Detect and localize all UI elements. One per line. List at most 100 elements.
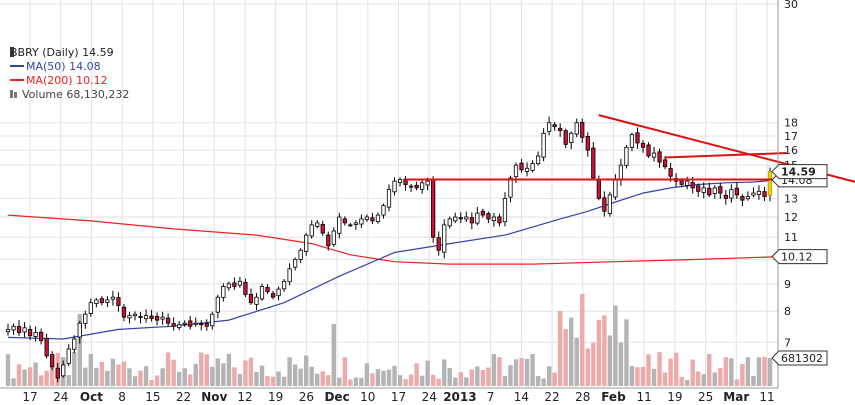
volume-bar — [386, 369, 392, 386]
candle-body — [607, 194, 612, 214]
volume-bar — [701, 374, 706, 386]
candle-body — [232, 282, 237, 287]
volume-bar — [105, 370, 110, 386]
volume-bar — [580, 294, 585, 386]
volume-bar — [16, 364, 22, 386]
volume-bar — [44, 370, 49, 386]
candle-body — [624, 146, 629, 166]
candle-body — [243, 281, 248, 295]
x-tick-label: 28 — [575, 390, 590, 404]
volume-bar — [359, 377, 364, 386]
volume-bar — [237, 373, 243, 386]
volume-bar — [447, 367, 452, 386]
candle-body — [210, 313, 215, 327]
candle-body — [276, 288, 281, 297]
candle-body — [188, 320, 193, 327]
candle-body — [552, 124, 557, 128]
volume-bar — [22, 369, 27, 386]
candle-body — [618, 164, 624, 180]
candle-body — [226, 283, 231, 289]
candle-body — [613, 179, 618, 198]
volume-bar — [138, 370, 143, 386]
volume-bar — [602, 315, 607, 386]
candle-body — [558, 127, 563, 132]
candle-body — [497, 216, 502, 224]
volume-bar — [5, 354, 11, 386]
legend-volume: Volume 68,130,232 — [22, 88, 129, 101]
candle-body — [535, 155, 541, 165]
candle-body — [442, 224, 447, 253]
volume-bar — [171, 359, 176, 386]
volume-bar — [662, 372, 668, 386]
candle-body — [359, 218, 364, 225]
volume-bar — [530, 354, 535, 386]
volume-tag-label: 681302 — [781, 352, 823, 365]
candle-body — [651, 152, 657, 158]
x-tick-label: Oct — [80, 390, 103, 404]
volume-bar — [403, 379, 408, 386]
candle-body — [657, 151, 662, 163]
candle-body — [729, 189, 734, 199]
volume-bar — [303, 355, 309, 386]
volume-bar — [326, 375, 331, 386]
volume-bar — [469, 369, 475, 386]
candle-body — [39, 331, 44, 342]
volume-bar — [640, 366, 646, 386]
volume-bar — [618, 342, 624, 386]
volume-bar — [629, 366, 635, 386]
legend-volume-icon — [10, 90, 13, 98]
legend-ma50: MA(50) 14.08 — [26, 60, 101, 73]
candle-body — [602, 197, 607, 212]
candle-body — [519, 162, 524, 171]
candle-body — [309, 224, 314, 237]
x-tick-label: 12 — [237, 390, 252, 404]
volume-bar — [740, 364, 745, 386]
volume-bar — [569, 317, 574, 386]
candle-body — [182, 322, 187, 325]
volume-bar — [243, 360, 248, 386]
candle-body — [596, 178, 601, 199]
candle-body — [762, 191, 767, 198]
volume-bar — [718, 367, 723, 386]
x-tick-label: Nov — [201, 390, 227, 404]
candle-body — [718, 186, 723, 194]
volume-bar — [696, 371, 701, 386]
volume-tag-box — [771, 350, 828, 366]
x-tick-label: 24 — [53, 390, 68, 404]
volume-bar — [270, 376, 276, 386]
volume-bar — [723, 357, 729, 386]
candle-body — [591, 147, 596, 179]
volume-bar — [72, 352, 77, 386]
volume-bar — [259, 365, 265, 386]
candle-body — [712, 187, 717, 194]
candle-body — [480, 210, 485, 216]
candle-body — [491, 216, 497, 222]
volume-bar — [497, 357, 502, 386]
candle-body — [646, 144, 651, 157]
candle-body — [193, 322, 198, 325]
ma200-price-tag-box — [771, 249, 828, 265]
volume-bar — [232, 367, 237, 386]
candle-body — [116, 297, 121, 306]
volume-bar — [392, 365, 397, 386]
candle-body — [690, 182, 695, 189]
volume-bar — [762, 356, 767, 386]
candle-body — [221, 286, 226, 298]
volume-bar — [210, 366, 215, 386]
volume-bar — [315, 373, 320, 386]
candle-body — [767, 171, 773, 196]
candle-body — [342, 218, 347, 224]
x-tick-label: 17 — [391, 390, 406, 404]
volume-bar — [624, 319, 629, 386]
candle-body — [320, 224, 325, 234]
y-tick-label: 8 — [784, 305, 791, 318]
y-tick-label: 7 — [784, 336, 791, 349]
volume-bar — [557, 310, 563, 386]
volume-bar — [464, 377, 469, 386]
candle-body — [392, 180, 397, 193]
gridlines — [0, 0, 778, 386]
volume-bar — [430, 374, 436, 386]
